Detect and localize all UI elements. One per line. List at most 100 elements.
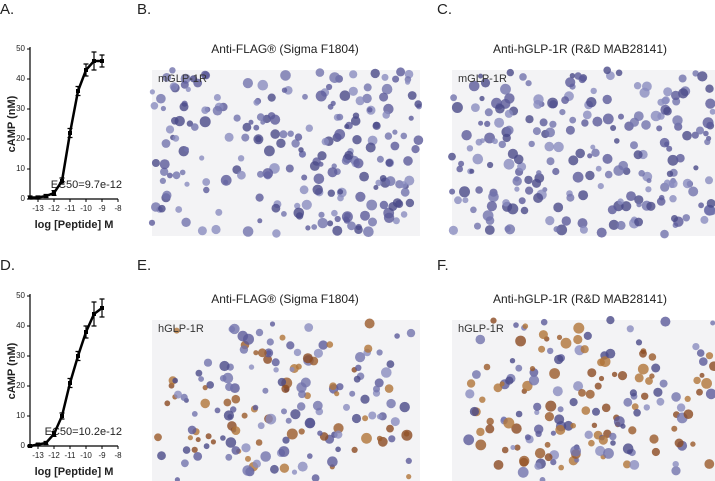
cell — [334, 215, 341, 223]
cell — [279, 463, 290, 473]
cell — [255, 328, 264, 337]
cell — [329, 382, 337, 391]
cell — [561, 216, 571, 226]
cell — [202, 385, 208, 391]
fit-line — [29, 307, 103, 448]
cell — [615, 69, 623, 77]
cell — [449, 188, 456, 195]
cell — [272, 229, 281, 238]
panel-label: D. — [0, 257, 15, 274]
panel-label: B. — [137, 1, 151, 18]
cell — [584, 430, 593, 439]
cell — [298, 147, 304, 153]
cell — [386, 360, 395, 368]
cell — [529, 366, 536, 372]
cell — [265, 413, 277, 425]
cell — [351, 413, 362, 424]
cell — [315, 90, 327, 102]
cell — [561, 96, 569, 104]
cell — [534, 409, 540, 415]
cell — [544, 412, 555, 422]
cell — [682, 130, 692, 141]
cell — [545, 127, 555, 138]
cell — [179, 169, 186, 176]
cell — [610, 125, 617, 131]
cell — [552, 386, 563, 397]
cell — [304, 417, 316, 429]
cell — [225, 437, 237, 448]
cell — [556, 224, 568, 236]
cell — [203, 358, 213, 367]
cell — [638, 170, 645, 177]
cell — [696, 388, 703, 396]
cell — [466, 145, 474, 152]
cell — [475, 439, 487, 451]
cell — [553, 202, 564, 213]
cell — [161, 139, 171, 148]
panel-label: E. — [137, 257, 151, 274]
cell — [381, 73, 389, 81]
x-tick-label: -11 — [65, 451, 77, 460]
cell — [302, 353, 313, 364]
cell — [590, 87, 597, 95]
cell — [381, 83, 393, 95]
cell — [592, 407, 600, 416]
cell — [474, 222, 481, 230]
cell — [343, 403, 350, 411]
cell — [230, 406, 237, 413]
cell — [337, 194, 344, 202]
data-point — [100, 59, 104, 63]
cell — [260, 451, 272, 462]
cell — [291, 469, 298, 475]
cell — [394, 333, 400, 339]
cell — [538, 345, 546, 353]
cell — [281, 408, 287, 415]
cell — [598, 435, 608, 445]
cell — [355, 364, 362, 371]
cell — [311, 474, 320, 481]
cell — [705, 176, 713, 185]
cell — [456, 165, 464, 173]
cell — [484, 120, 491, 127]
cell — [326, 83, 333, 91]
cell — [641, 392, 649, 400]
cell — [469, 406, 479, 417]
cell — [639, 349, 647, 358]
cell — [189, 75, 198, 83]
data-point — [28, 195, 32, 200]
cell — [705, 98, 715, 109]
cell — [388, 202, 398, 211]
cell — [484, 108, 493, 117]
cell — [313, 173, 325, 185]
cell — [448, 152, 456, 161]
cell — [203, 443, 210, 450]
cell — [709, 108, 715, 115]
cell — [591, 422, 598, 428]
fit-line — [30, 59, 102, 199]
cell — [448, 225, 458, 235]
cell — [157, 451, 166, 461]
cell — [390, 417, 400, 427]
cell — [286, 341, 295, 350]
data-point — [60, 414, 64, 418]
y-tick-label: 40 — [16, 321, 25, 330]
cell — [513, 154, 524, 165]
cell — [373, 185, 379, 190]
cell — [591, 148, 600, 157]
cell — [506, 68, 514, 77]
cell — [503, 417, 515, 429]
cell — [187, 425, 197, 435]
cell — [595, 165, 602, 172]
cell — [231, 446, 241, 455]
cell — [671, 466, 681, 476]
cell — [376, 413, 383, 420]
cell — [262, 387, 269, 394]
cell — [701, 378, 712, 389]
cell — [494, 117, 505, 128]
cell — [257, 218, 263, 224]
cell — [620, 423, 626, 429]
cell — [699, 372, 705, 378]
cell — [392, 217, 400, 225]
micrograph — [152, 318, 420, 481]
cell — [185, 86, 191, 92]
